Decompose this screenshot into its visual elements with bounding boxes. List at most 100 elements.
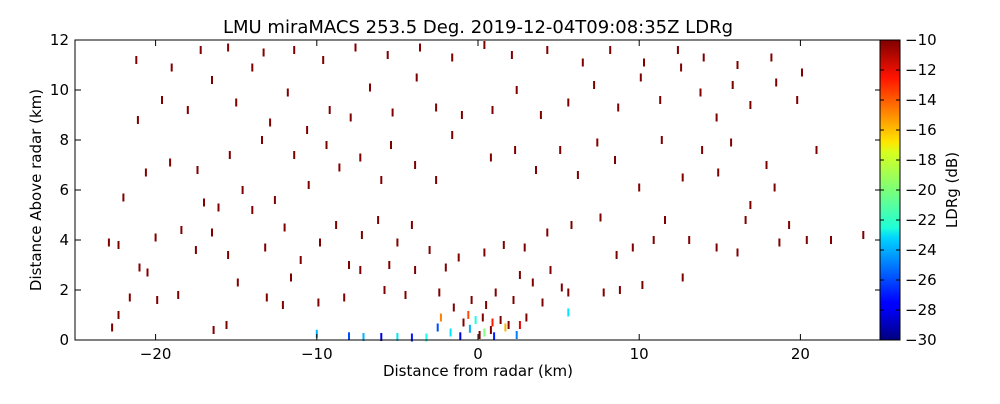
data-point (377, 216, 380, 224)
data-point (715, 243, 718, 252)
data-point (414, 161, 417, 169)
data-point (512, 296, 515, 304)
data-point (510, 51, 513, 59)
data-point (539, 111, 542, 119)
data-point (680, 63, 683, 72)
data-point (549, 266, 552, 274)
data-point (515, 86, 518, 94)
data-point (749, 101, 752, 109)
data-point (235, 98, 238, 107)
colorbar-tick-label: −12 (905, 61, 937, 79)
x-tick-label: −10 (301, 345, 333, 363)
data-point (641, 281, 644, 289)
data-point (639, 73, 642, 82)
data-point (493, 332, 496, 341)
data-point (380, 333, 383, 341)
data-point (107, 238, 110, 247)
data-point (541, 298, 544, 307)
y-tick-label: 0 (59, 331, 69, 349)
data-point (360, 231, 363, 239)
data-point (386, 51, 389, 59)
data-point (483, 41, 486, 49)
data-point (652, 236, 655, 244)
data-point (328, 106, 331, 114)
data-point (449, 328, 452, 337)
data-point (444, 263, 447, 272)
data-point (161, 96, 163, 104)
data-point (518, 321, 521, 329)
data-point (559, 146, 562, 154)
data-point (419, 43, 421, 52)
data-point (325, 141, 328, 149)
data-point (731, 81, 734, 89)
data-point (251, 206, 254, 214)
data-point (217, 203, 220, 212)
data-point (435, 103, 438, 112)
data-point (749, 201, 752, 209)
data-point (467, 311, 470, 319)
y-tick-label: 8 (59, 131, 69, 149)
data-point (451, 131, 454, 139)
data-point (765, 161, 768, 169)
colorbar-label: LDRg (dB) (943, 152, 961, 228)
data-point (478, 331, 481, 339)
x-tick-label: −20 (140, 345, 172, 363)
colorbar-tick-label: −20 (905, 181, 937, 199)
y-axis-label: Distance Above radar (km) (27, 89, 45, 291)
colorbar-tick-label: −10 (905, 31, 937, 49)
data-point (491, 106, 494, 114)
data-point (211, 76, 213, 84)
data-point (567, 308, 570, 317)
data-point (322, 56, 325, 64)
y-tick-label: 2 (59, 281, 69, 299)
data-point (638, 183, 641, 192)
data-point (236, 278, 239, 287)
data-point (581, 58, 584, 67)
data-point (701, 146, 704, 154)
data-point (775, 78, 778, 87)
data-point (410, 221, 413, 229)
data-point (146, 268, 149, 277)
data-point (281, 301, 284, 309)
data-point (265, 293, 268, 302)
data-point (299, 256, 302, 264)
data-point (410, 333, 413, 342)
data-point (570, 221, 573, 229)
data-point (261, 136, 263, 144)
data-point (283, 223, 286, 232)
data-point (306, 126, 309, 134)
colorbar-tick-label: −18 (905, 151, 937, 169)
data-point (659, 96, 662, 104)
data-point (615, 251, 618, 259)
data-point (128, 293, 131, 302)
colorbar-tick-label: −14 (905, 91, 937, 109)
data-point (194, 246, 197, 254)
data-point (170, 63, 173, 72)
data-point (438, 288, 441, 297)
data-point (369, 83, 371, 92)
data-point (502, 241, 505, 249)
data-point (681, 173, 684, 182)
data-point (485, 301, 488, 309)
data-point (349, 113, 352, 122)
colorbar-tick-label: −30 (905, 331, 937, 349)
data-point (717, 168, 720, 177)
data-point (251, 63, 254, 72)
data-point (335, 221, 338, 229)
data-point (396, 333, 399, 341)
data-point (338, 163, 341, 172)
data-point (359, 153, 362, 162)
colorbar-tick-label: −26 (905, 271, 937, 289)
data-point (609, 46, 612, 54)
data-point (388, 261, 391, 269)
colorbar-ticks: −10 −12 −14 −16 −18 −20 −22 −24 −26 −28 −30 (880, 31, 937, 349)
data-point (117, 311, 120, 319)
data-point (391, 108, 394, 117)
data-point (681, 273, 684, 282)
data-point (801, 68, 803, 77)
data-point (489, 326, 492, 334)
data-point (617, 103, 620, 112)
colorbar-tick-label: −28 (905, 301, 937, 319)
data-point (293, 46, 296, 54)
